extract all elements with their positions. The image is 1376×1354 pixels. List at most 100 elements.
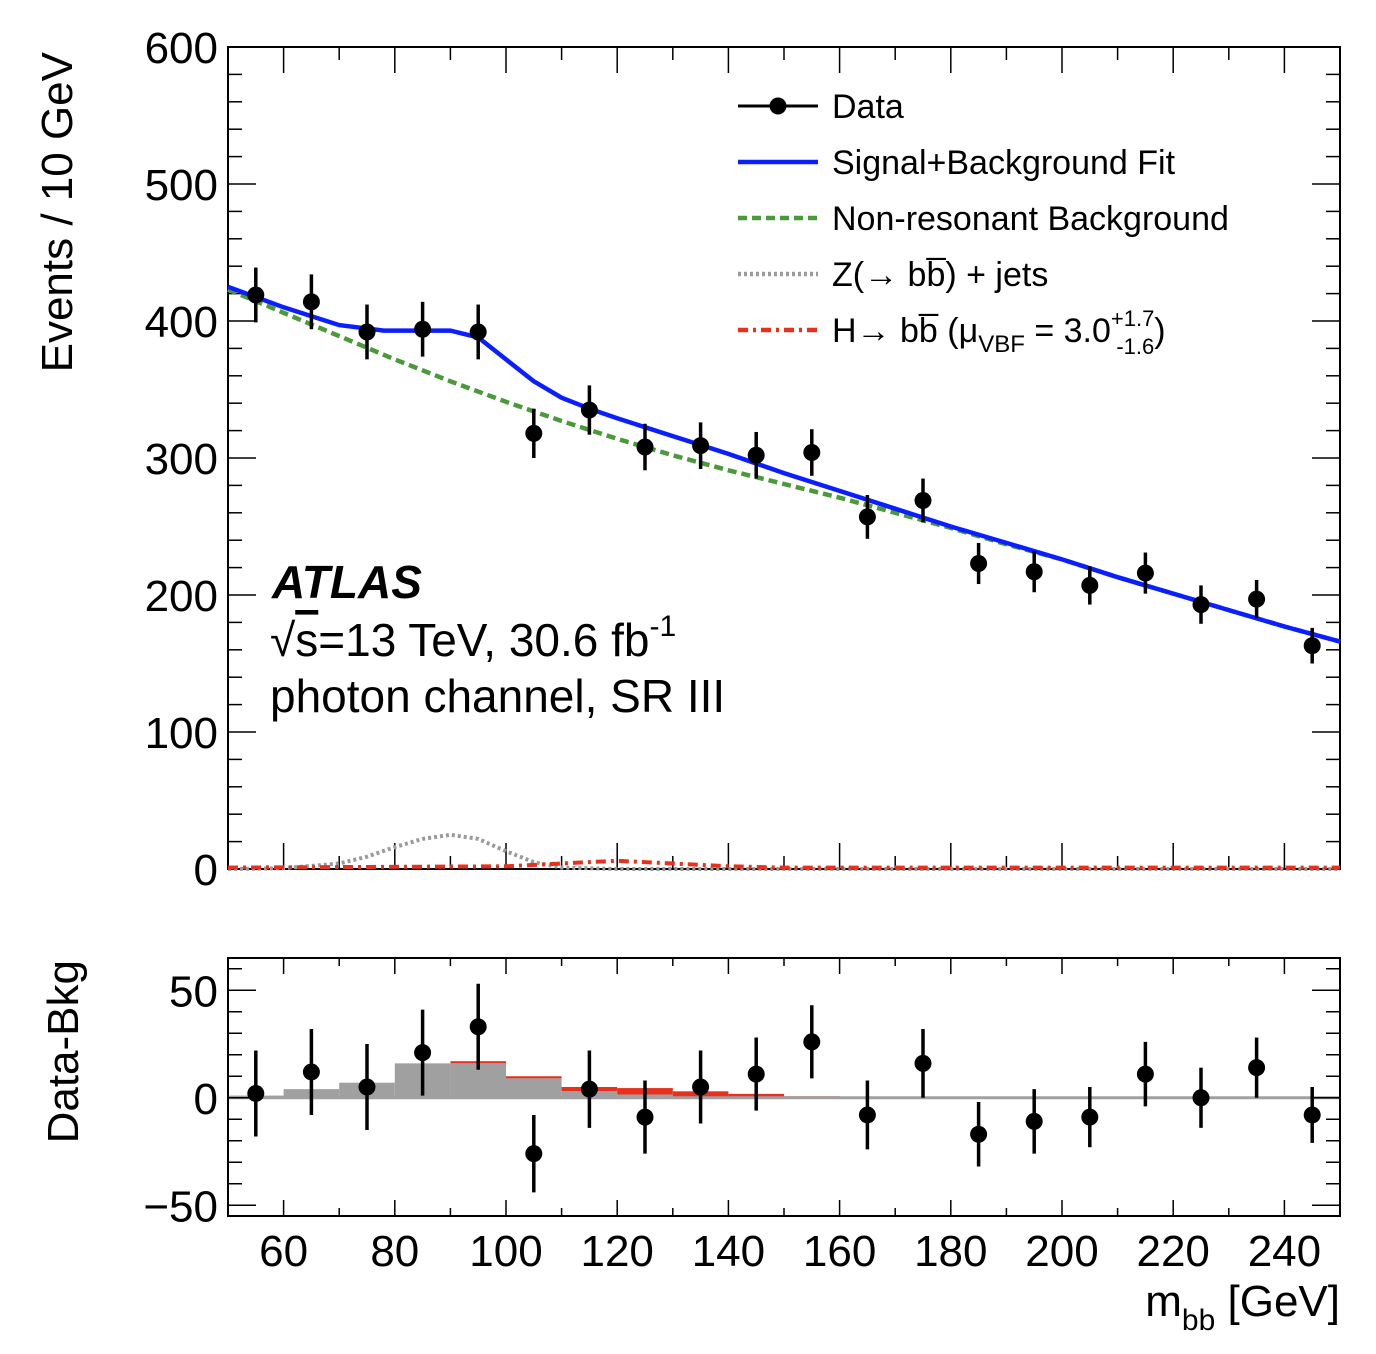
residual-point bbox=[247, 1084, 265, 1102]
ratio-y-tick-label: 50 bbox=[169, 967, 218, 1016]
lumi-unit-sup: -1 bbox=[650, 610, 677, 643]
experiment-annotation: ATLAS √s=13 TeV, 30.6 fb-1 photon channe… bbox=[270, 556, 725, 722]
data-point bbox=[914, 491, 932, 509]
residual-point bbox=[1192, 1089, 1210, 1107]
channel-label: photon channel, SR III bbox=[270, 670, 725, 722]
data-point bbox=[1081, 576, 1099, 594]
ratio-histograms bbox=[228, 1061, 1340, 1100]
data-point bbox=[970, 554, 988, 572]
main-y-tick-label: 300 bbox=[145, 435, 218, 484]
data-point bbox=[747, 446, 765, 464]
sqrt-s: s bbox=[295, 614, 318, 666]
ratio-data-points bbox=[247, 983, 1321, 1193]
higgs-curve bbox=[227, 858, 1340, 870]
residual-point bbox=[970, 1125, 988, 1143]
main-y-tick-label: 400 bbox=[145, 298, 218, 347]
residual-point bbox=[580, 1080, 598, 1098]
main-ticks bbox=[227, 46, 1341, 870]
residual-point bbox=[803, 1033, 821, 1051]
ratio-panel: −50 0 50 60 80 100 120 140 160 180 200 220 240 Data… bbox=[39, 957, 1341, 1337]
residual-point bbox=[914, 1054, 932, 1072]
residual-point bbox=[747, 1065, 765, 1083]
residual-point bbox=[636, 1108, 654, 1126]
main-data-points bbox=[247, 267, 1321, 664]
residual-point bbox=[525, 1145, 543, 1163]
background-curve bbox=[227, 287, 1341, 644]
sqrt-symbol: √ bbox=[270, 614, 296, 666]
data-point bbox=[525, 424, 543, 442]
data-point bbox=[858, 508, 876, 526]
data-point bbox=[636, 438, 654, 456]
legend-label-close: ) bbox=[1154, 312, 1165, 350]
energy-lumi-text: =13 TeV, 30.6 fb bbox=[318, 614, 649, 666]
legend-data-marker bbox=[769, 97, 787, 115]
main-y-tick-label: 600 bbox=[145, 24, 218, 73]
legend-label-sub: VBF bbox=[978, 331, 1025, 358]
data-point bbox=[803, 444, 821, 462]
main-y-tick-labels: 0 100 200 300 400 500 600 bbox=[145, 24, 218, 895]
x-axis-title-sub: bb bbox=[1182, 1304, 1215, 1337]
legend-label-subsub: -1.6 bbox=[1116, 334, 1154, 359]
main-y-tick-label: 0 bbox=[194, 846, 218, 895]
data-point bbox=[580, 401, 598, 419]
main-y-tick-label: 500 bbox=[145, 161, 218, 210]
data-point bbox=[1192, 596, 1210, 614]
data-point bbox=[1303, 637, 1321, 655]
legend: Data Signal+Background Fit Non-resonant Ba… bbox=[738, 88, 1229, 359]
residual-point bbox=[469, 1018, 487, 1036]
data-point bbox=[1136, 564, 1154, 582]
residual-point bbox=[692, 1078, 710, 1096]
x-tick-label: 180 bbox=[914, 1227, 987, 1276]
data-point bbox=[1025, 563, 1043, 581]
x-tick-label: 140 bbox=[692, 1227, 765, 1276]
data-point bbox=[469, 323, 487, 341]
ratio-y-tick-labels: −50 0 50 bbox=[143, 967, 218, 1231]
x-axis-title-unit: [GeV] bbox=[1215, 1277, 1340, 1326]
main-y-tick-label: 200 bbox=[145, 572, 218, 621]
x-tick-label: 60 bbox=[259, 1227, 308, 1276]
z-residual-bar bbox=[506, 1078, 562, 1098]
residual-point bbox=[1303, 1106, 1321, 1124]
ratio-y-tick-label: 0 bbox=[194, 1075, 218, 1124]
legend-label: H→ bb̅ (μVBF = 3.0+1.7 -1.6) bbox=[832, 306, 1166, 359]
x-tick-label: 100 bbox=[469, 1227, 542, 1276]
x-tick-labels: 60 80 100 120 140 160 180 200 220 240 bbox=[259, 1227, 1321, 1276]
legend-label: Non-resonant Background bbox=[832, 200, 1229, 238]
residual-point bbox=[858, 1106, 876, 1124]
x-axis-title: mbb [GeV] bbox=[1145, 1277, 1340, 1337]
ratio-y-axis-title: Data-Bkg bbox=[39, 960, 88, 1143]
data-point bbox=[247, 286, 265, 304]
x-axis-title-main: m bbox=[1145, 1277, 1182, 1326]
atlas-label: ATLAS bbox=[271, 556, 422, 608]
x-tick-label: 220 bbox=[1136, 1227, 1209, 1276]
data-point bbox=[414, 320, 432, 338]
data-point bbox=[358, 323, 376, 341]
data-point bbox=[302, 293, 320, 311]
legend-label: Z(→ bb̅) + jets bbox=[832, 256, 1048, 294]
main-y-axis-title: Events / 10 GeV bbox=[33, 51, 82, 372]
x-tick-label: 160 bbox=[803, 1227, 876, 1276]
residual-point bbox=[1136, 1065, 1154, 1083]
legend-label-sup: +1.7 bbox=[1111, 306, 1154, 331]
x-tick-label: 240 bbox=[1248, 1227, 1321, 1276]
main-y-tick-label: 100 bbox=[145, 709, 218, 758]
ratio-y-tick-label: −50 bbox=[143, 1182, 218, 1231]
data-point bbox=[1248, 590, 1266, 608]
legend-label: Signal+Background Fit bbox=[832, 144, 1176, 182]
data-point bbox=[692, 437, 710, 455]
z-jets-curve bbox=[227, 832, 1340, 871]
residual-point bbox=[414, 1044, 432, 1062]
residual-point bbox=[1248, 1059, 1266, 1077]
x-tick-label: 120 bbox=[580, 1227, 653, 1276]
residual-point bbox=[1081, 1108, 1099, 1126]
legend-label: Data bbox=[832, 88, 904, 126]
residual-point bbox=[358, 1078, 376, 1096]
energy-lumi-label: √s=13 TeV, 30.6 fb-1 bbox=[270, 610, 676, 666]
higgs-residual-bar bbox=[506, 1076, 562, 1079]
x-tick-label: 80 bbox=[370, 1227, 419, 1276]
ratio-ticks bbox=[227, 958, 1341, 1216]
residual-point bbox=[302, 1063, 320, 1081]
x-tick-label: 200 bbox=[1025, 1227, 1098, 1276]
main-panel: 0 100 200 300 400 500 600 Events / 10 GeV Data… bbox=[33, 24, 1341, 895]
